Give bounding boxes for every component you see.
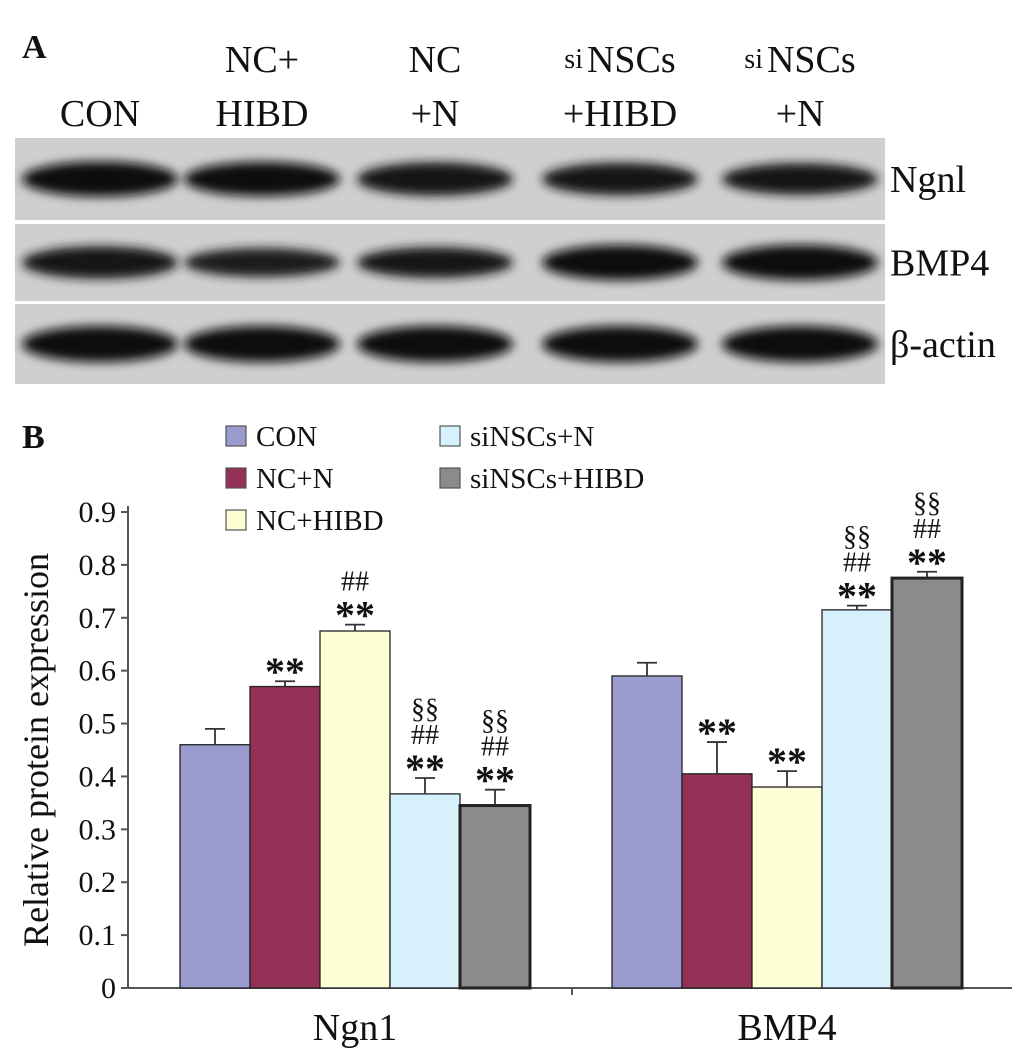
y-tick-label: 0.9 (79, 496, 117, 529)
band-label: β-actin (890, 324, 996, 366)
blot-band (542, 244, 698, 281)
blot-band (22, 246, 178, 279)
western-blot: Ngnl BMP4 β-actin (15, 138, 996, 384)
y-tick-label: 0.1 (79, 919, 117, 952)
significance-marker: §§ (481, 706, 509, 737)
significance-marker: ** (405, 746, 445, 791)
significance-marker: ## (843, 548, 871, 579)
band-label: Ngnl (890, 159, 966, 201)
y-axis-label: Relative protein expression (16, 553, 56, 947)
significance-marker: ** (697, 710, 737, 755)
lane-label: CON (60, 93, 140, 135)
blot-band (357, 247, 513, 278)
bar (611, 675, 683, 989)
legend-entry: CON (225, 421, 317, 453)
legend-swatch (225, 509, 247, 531)
blot-band (184, 326, 340, 362)
bar (681, 773, 753, 989)
legend-label: siNSCs+HIBD (470, 463, 644, 495)
lane-labels: CON NC+ HIBD NC +N si NSCs +HIBD si NSCs +N (60, 39, 856, 135)
blot-band (184, 248, 340, 277)
significance-marker: ** (837, 574, 877, 619)
blot-band (184, 161, 340, 197)
y-tick-label: 0.8 (79, 549, 117, 582)
blot-band (542, 326, 698, 362)
bar (751, 786, 823, 989)
lane-label: NC+ HIBD (216, 39, 309, 135)
blot-strip: β-actin (15, 304, 996, 384)
x-tick-label: BMP4 (737, 1007, 836, 1049)
lane-label-line2: +N (411, 93, 460, 135)
lane-label: si NSCs +HIBD (563, 39, 677, 135)
lane-label-line1: si NSCs (564, 39, 675, 81)
blot-band (722, 244, 878, 281)
legend-swatch (439, 467, 461, 489)
legend-label: siNSCs+N (470, 421, 594, 453)
y-tick-label: 0.3 (79, 813, 117, 846)
lane-label-line1: NC+ (225, 39, 299, 81)
blot-band (357, 326, 513, 362)
blot-band (22, 326, 178, 362)
bar (179, 744, 251, 989)
lane-label-line1: si NSCs (744, 39, 855, 81)
significance-marker: ## (341, 567, 369, 598)
legend-swatch (439, 425, 461, 447)
blot-band (722, 163, 878, 195)
significance-marker: §§ (843, 522, 871, 553)
significance-marker: ## (913, 514, 941, 545)
significance-marker: ** (475, 758, 515, 803)
legend: CON NC+N NC+HIBD siNSCs+N siNSCs+HIBD (225, 421, 644, 537)
significance-marker: ** (767, 739, 807, 784)
y-tick-label: 0 (101, 972, 116, 1005)
legend-label: CON (256, 421, 317, 453)
panel-b-letter: B (22, 419, 45, 456)
lane-label-line2: HIBD (216, 93, 309, 135)
panel-a-letter: A (22, 29, 47, 66)
bar (458, 804, 532, 990)
y-tick-label: 0.5 (79, 708, 117, 741)
bar (821, 609, 893, 989)
band-label: BMP4 (890, 243, 989, 285)
lane-label: si NSCs +N (744, 39, 855, 135)
bar (389, 793, 461, 989)
bar (890, 576, 964, 990)
lane-label-line1: NC (409, 39, 462, 81)
lane-label: NC +N (409, 39, 462, 135)
legend-label: NC+N (256, 463, 334, 495)
lane-label-line2: +HIBD (563, 93, 677, 135)
significance-marker: §§ (411, 694, 439, 725)
significance-marker: ** (335, 593, 375, 638)
bar-chart: 0 0.1 0.2 0.3 0.4 0.5 0.6 0.7 0.8 0.9 Relative pro… (16, 488, 1012, 1049)
y-tick-label: 0.2 (79, 866, 117, 899)
blot-band (542, 162, 698, 196)
y-tick-label: 0.4 (79, 760, 117, 793)
blot-strip: BMP4 (15, 224, 989, 301)
legend-entry: siNSCs+HIBD (439, 463, 644, 495)
significance-marker: ## (481, 732, 509, 763)
legend-swatch (225, 425, 247, 447)
legend-entry: NC+N (225, 463, 334, 495)
lane-label-line2: +N (776, 93, 825, 135)
lane-label-line2: CON (60, 93, 140, 135)
blot-band (722, 326, 878, 362)
significance-marker: ** (265, 649, 305, 694)
blot-band (357, 162, 513, 196)
significance-marker: §§ (913, 488, 941, 519)
bar (249, 685, 321, 989)
significance-marker: ** (907, 540, 947, 585)
legend-label: NC+HIBD (256, 505, 384, 537)
significance-marker: ## (411, 720, 439, 751)
legend-swatch (225, 467, 247, 489)
x-tick-label: Ngn1 (313, 1007, 397, 1049)
blot-band (22, 161, 178, 197)
bar (319, 630, 391, 989)
legend-entry: NC+HIBD (225, 505, 384, 537)
blot-strip: Ngnl (15, 138, 966, 220)
legend-entry: siNSCs+N (439, 421, 594, 453)
y-tick-label: 0.7 (79, 602, 117, 635)
y-tick-label: 0.6 (79, 655, 117, 688)
